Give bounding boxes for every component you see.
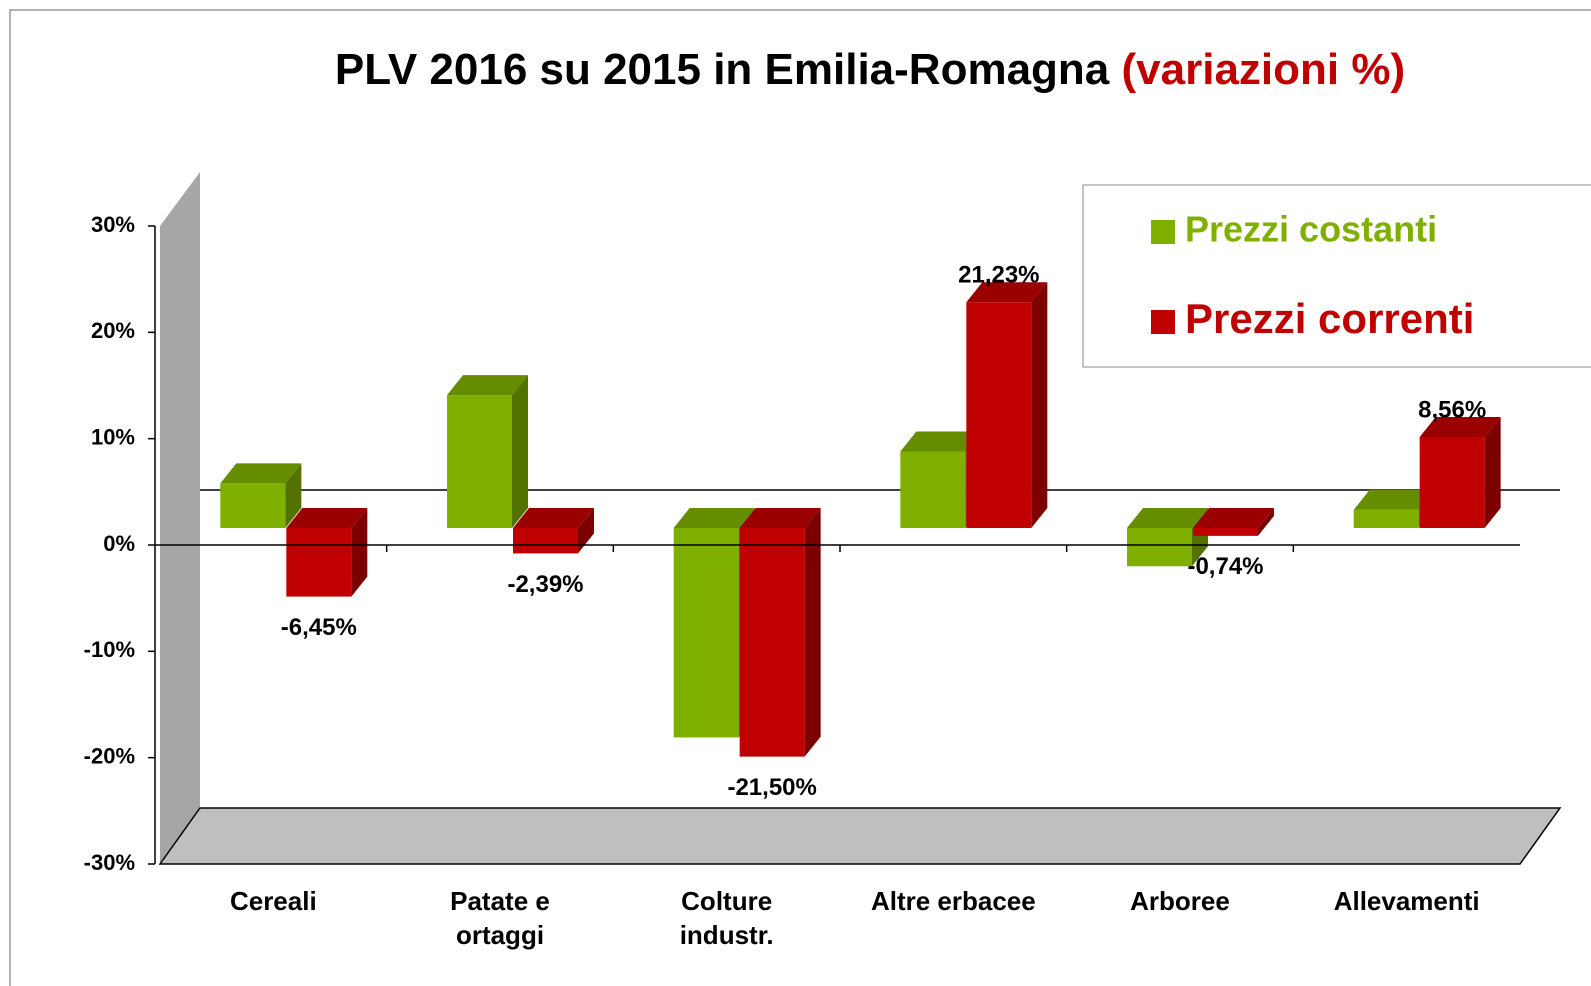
y-tick-label: 30%	[91, 212, 135, 237]
bar-top	[1353, 489, 1435, 510]
y-tick-label: -10%	[84, 637, 135, 662]
bar-front	[1353, 509, 1419, 528]
data-label: -21,50%	[727, 774, 816, 801]
x-tick-label: Patate e	[450, 886, 550, 916]
y-tick-label: 0%	[103, 531, 135, 556]
bar-side	[512, 375, 528, 528]
bar-front	[900, 451, 966, 528]
y-tick-label: -30%	[84, 850, 135, 875]
x-tick-label: industr.	[680, 920, 774, 950]
side-wall	[160, 172, 200, 864]
bar-side	[1031, 282, 1048, 528]
bar	[220, 463, 302, 528]
bar-top	[220, 463, 302, 484]
title-highlight: (variazioni %)	[1122, 45, 1406, 94]
bar-top	[513, 508, 594, 528]
bar-front	[1419, 436, 1485, 528]
bar	[966, 282, 1048, 528]
bar-top	[1419, 416, 1501, 437]
bar-front	[1127, 528, 1192, 567]
data-label: -0,74%	[1187, 553, 1263, 580]
bar-top	[286, 508, 368, 528]
bar-side	[285, 463, 302, 528]
legend-box	[1082, 184, 1591, 368]
legend-label: Prezzi costanti	[1185, 209, 1437, 250]
bar-front	[966, 302, 1032, 528]
bar-front	[513, 528, 578, 554]
bar-side	[804, 508, 821, 757]
bar	[739, 508, 821, 757]
bar	[1193, 508, 1274, 536]
x-tick-label: Arboree	[1130, 886, 1230, 916]
legend-swatch	[1151, 220, 1175, 244]
bar-top	[447, 375, 528, 396]
legend-label: Prezzi correnti	[1185, 295, 1474, 342]
data-label: 21,23%	[958, 262, 1039, 289]
x-tick-label: Cereali	[230, 886, 317, 916]
bar-top	[673, 508, 755, 528]
y-tick-label: 20%	[91, 318, 135, 343]
bar-top	[900, 431, 982, 452]
bar-top	[1127, 508, 1208, 528]
bar	[1127, 508, 1208, 567]
bar-top	[739, 508, 821, 528]
data-label: 8,56%	[1418, 396, 1486, 423]
bar-front	[220, 483, 286, 528]
x-tick-label: Colture	[681, 886, 772, 916]
bar-side	[578, 508, 594, 554]
bar	[286, 508, 368, 597]
chart-title: PLV 2016 su 2015 in Emilia-Romagna (vari…	[335, 45, 1405, 94]
bar-side	[1484, 416, 1501, 528]
bar	[447, 375, 528, 528]
legend-swatch	[1151, 310, 1175, 334]
bar-front	[447, 395, 512, 528]
data-label: -6,45%	[281, 614, 357, 641]
x-tick-label: ortaggi	[456, 920, 544, 950]
title-main: PLV 2016 su 2015 in Emilia-Romagna	[335, 45, 1110, 94]
floor	[158, 807, 1562, 865]
bar-side	[351, 508, 368, 597]
bar-side	[1258, 508, 1274, 536]
bar-front	[739, 528, 805, 757]
bar-top	[1193, 508, 1274, 528]
bar-front	[286, 528, 352, 597]
x-tick-label: Altre erbacee	[871, 886, 1036, 916]
bar-front	[673, 528, 739, 738]
y-tick-label: -20%	[84, 743, 135, 768]
bar-top	[966, 282, 1048, 303]
y-tick-label: 10%	[91, 424, 135, 449]
x-tick-label: Allevamenti	[1334, 886, 1480, 916]
bar	[513, 508, 594, 554]
bar	[1419, 416, 1501, 528]
bar-front	[1193, 528, 1258, 536]
data-label: -2,39%	[507, 571, 583, 598]
